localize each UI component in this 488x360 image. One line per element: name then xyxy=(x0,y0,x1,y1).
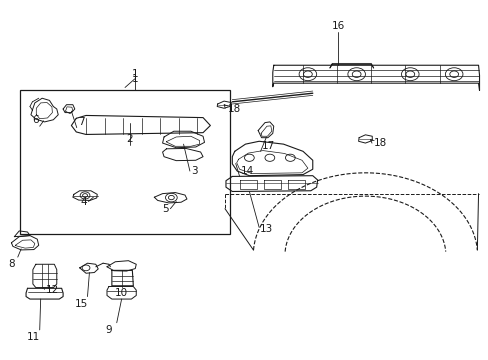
Text: 8: 8 xyxy=(8,259,15,269)
Text: 17: 17 xyxy=(261,141,274,150)
Bar xyxy=(20,90,229,234)
Text: 6: 6 xyxy=(32,116,39,126)
Text: 13: 13 xyxy=(260,225,273,234)
Text: 10: 10 xyxy=(115,288,128,298)
Text: 7: 7 xyxy=(78,117,84,127)
Text: 2: 2 xyxy=(126,134,133,144)
Text: 16: 16 xyxy=(331,21,344,31)
Text: 9: 9 xyxy=(105,325,112,335)
Text: 11: 11 xyxy=(27,332,41,342)
Text: 4: 4 xyxy=(81,197,87,207)
Text: 12: 12 xyxy=(45,285,59,296)
Text: 1: 1 xyxy=(131,69,138,79)
Text: 14: 14 xyxy=(240,166,253,176)
Polygon shape xyxy=(329,63,373,68)
Text: 1: 1 xyxy=(131,74,138,84)
Text: 18: 18 xyxy=(227,104,240,114)
Text: 15: 15 xyxy=(74,299,87,309)
Text: 5: 5 xyxy=(162,204,168,215)
Text: 18: 18 xyxy=(373,139,386,148)
Text: 3: 3 xyxy=(190,166,197,176)
